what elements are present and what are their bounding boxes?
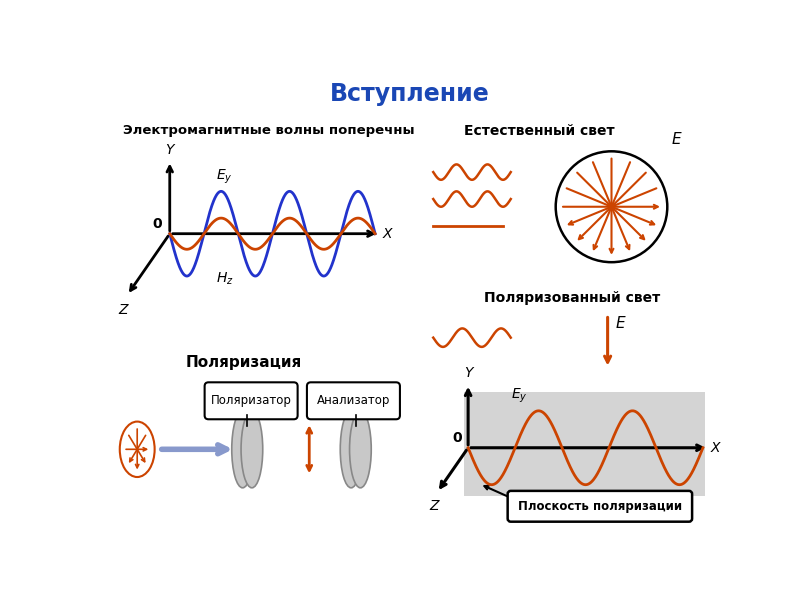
FancyBboxPatch shape <box>307 382 400 419</box>
Text: $E_y$: $E_y$ <box>216 167 233 186</box>
Text: Плоскость поляризации: Плоскость поляризации <box>518 500 682 513</box>
Text: $E_y$: $E_y$ <box>510 387 527 406</box>
Ellipse shape <box>232 411 254 488</box>
FancyBboxPatch shape <box>205 382 298 419</box>
Text: Естественный свет: Естественный свет <box>464 124 615 139</box>
Text: X: X <box>710 441 720 455</box>
Text: Электромагнитные волны поперечны: Электромагнитные волны поперечны <box>123 124 415 137</box>
Ellipse shape <box>241 411 262 488</box>
Text: Y: Y <box>464 366 472 380</box>
Text: Поляризация: Поляризация <box>186 355 302 370</box>
Text: Y: Y <box>166 143 174 157</box>
Text: Анализатор: Анализатор <box>317 394 390 407</box>
Text: 0: 0 <box>152 217 162 230</box>
Ellipse shape <box>340 411 362 488</box>
Text: Z: Z <box>118 303 128 317</box>
Text: $E$: $E$ <box>615 314 627 331</box>
Ellipse shape <box>350 411 371 488</box>
Text: X: X <box>382 227 392 241</box>
Text: $H_z$: $H_z$ <box>216 271 234 287</box>
Text: Вступление: Вступление <box>330 82 490 106</box>
Text: Z: Z <box>430 499 438 512</box>
Text: Поляризованный свет: Поляризованный свет <box>484 292 660 305</box>
Text: 0: 0 <box>452 431 462 445</box>
Text: $E$: $E$ <box>671 131 682 148</box>
FancyBboxPatch shape <box>508 491 692 521</box>
Text: Поляризатор: Поляризатор <box>210 394 291 407</box>
Bar <box>464 392 705 496</box>
